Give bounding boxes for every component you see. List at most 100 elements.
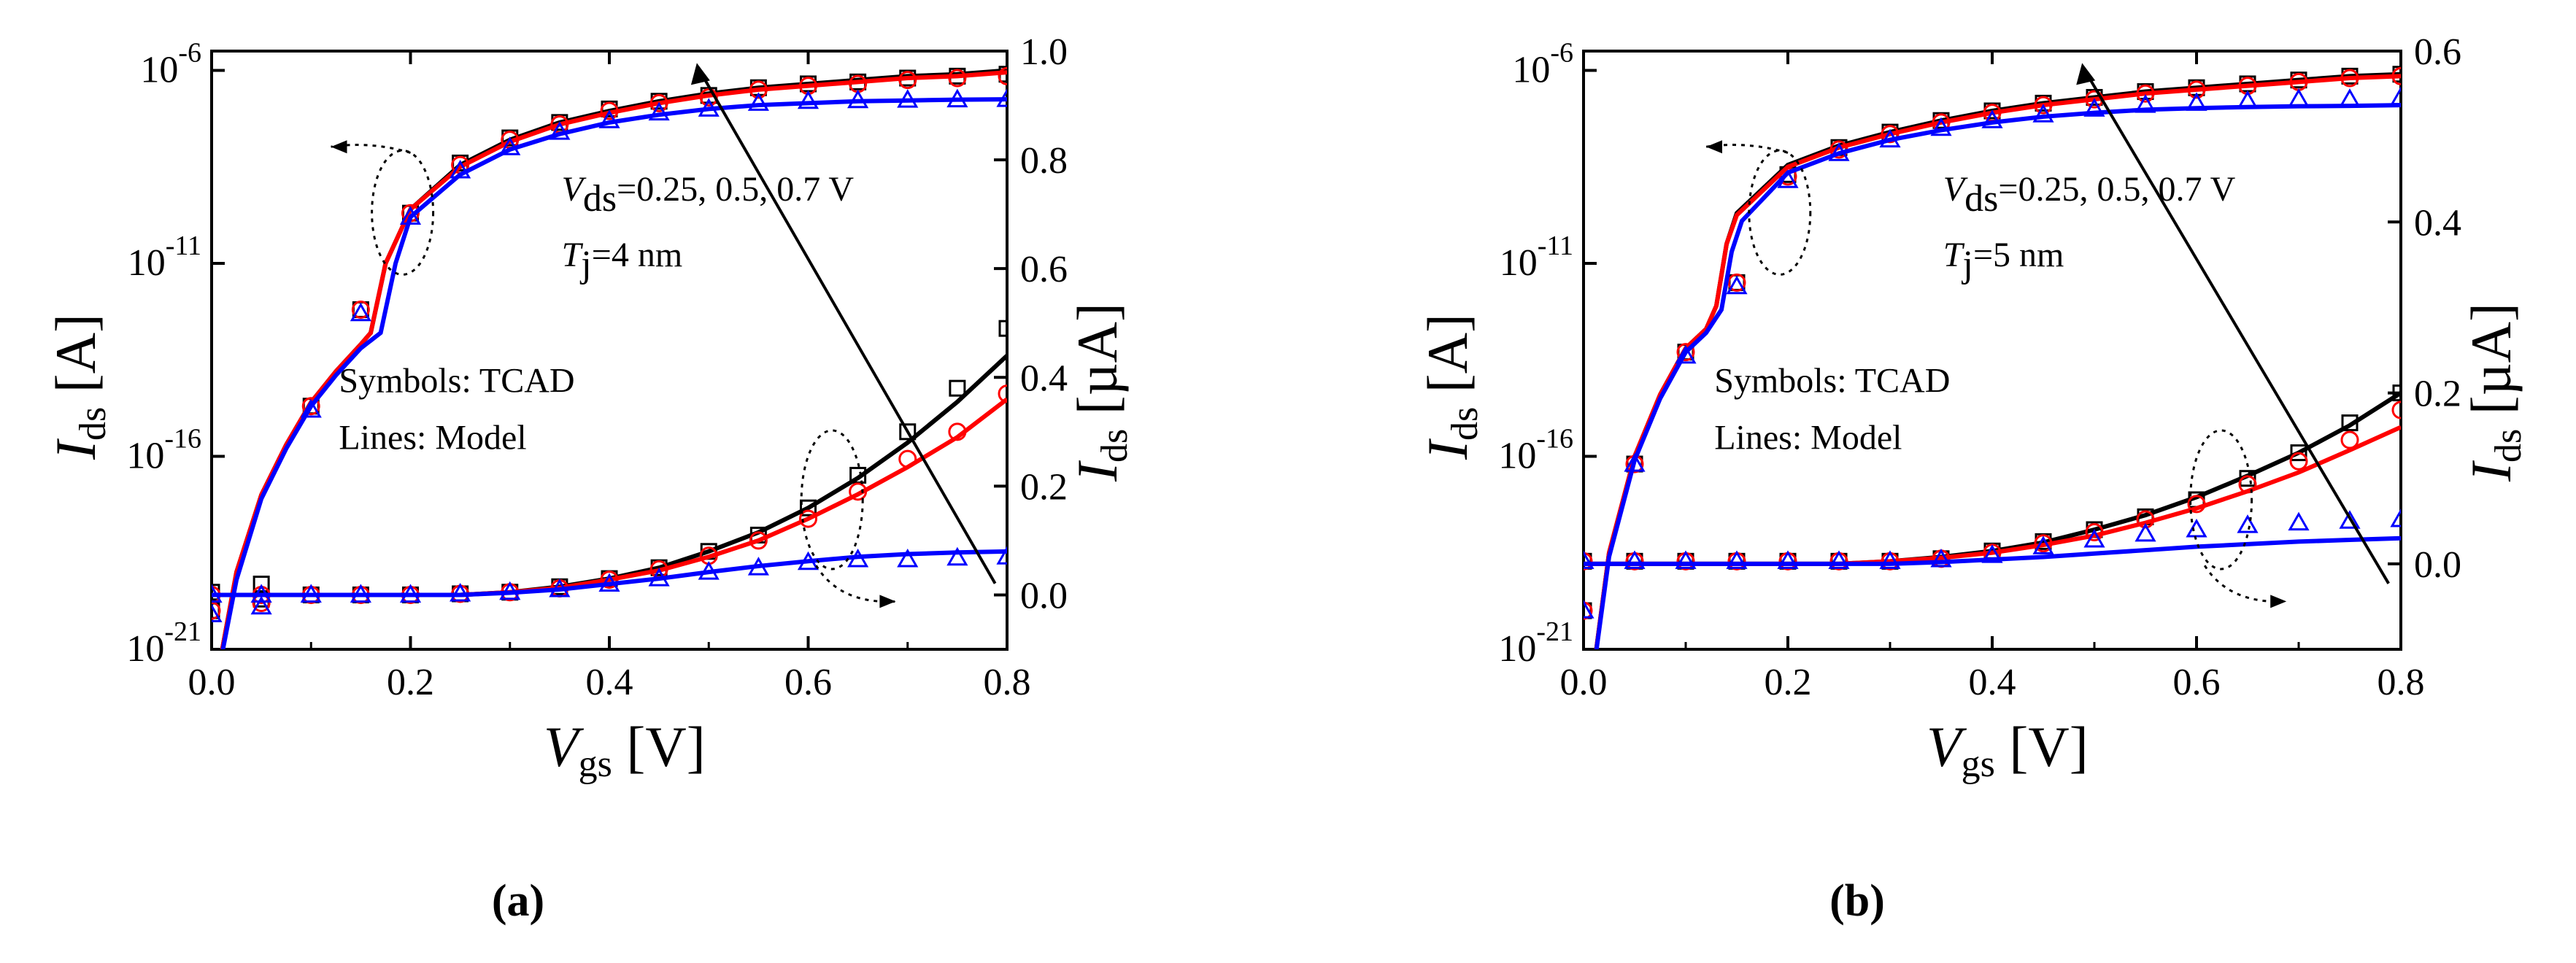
marker-triangle [1828, 142, 1850, 161]
y-right-tick-label: 0.4 [2414, 202, 2461, 244]
series-Vds-0-25-V [1584, 86, 2401, 649]
y-left-tick-label: 10-6 [140, 37, 201, 90]
marker-triangle [1930, 117, 1952, 136]
x-axis-label: Vgs [V] [544, 715, 706, 785]
annotation-tj-unit: =5 nm [1973, 236, 2064, 274]
series-Vds-0-25-V [212, 88, 1007, 649]
tick-base: 10 [128, 242, 166, 284]
marker-triangle [2237, 514, 2259, 533]
marker-circle [649, 93, 668, 112]
y-left-tick-label: 10-11 [1500, 231, 1573, 284]
annotation-vds-var: V [562, 170, 587, 209]
marker-square [2239, 470, 2256, 487]
y-right-tick-label: 0.6 [2414, 31, 2461, 73]
annotation-vds: Vds=0.25, 0.5, 0.7 V [562, 170, 855, 220]
log-group-ellipse [371, 149, 435, 276]
trend-arrow-line [2085, 72, 2390, 584]
marker-square [2341, 414, 2359, 432]
log-model-line [1594, 71, 2401, 649]
marker-triangle [499, 136, 521, 155]
marker-triangle [250, 584, 272, 603]
tick-exp: -11 [166, 231, 201, 261]
marker-triangle [1777, 169, 1799, 188]
y-right-axis-label-unit: [µA] [1065, 303, 1129, 429]
marker-triangle [1777, 550, 1799, 569]
marker-square [899, 423, 917, 441]
linear-model-line [1584, 425, 2401, 566]
x-axis-label: Vgs [V] [1927, 715, 2089, 785]
marker-triangle [250, 595, 272, 615]
marker-triangle [1584, 600, 1594, 619]
marker-triangle [2186, 92, 2207, 111]
marker-circle [2391, 401, 2401, 419]
annotation-vds: Vds=0.25, 0.5, 0.7 V [1943, 170, 2236, 220]
marker-triangle [2032, 104, 2054, 123]
marker-triangle [2339, 510, 2361, 529]
legend-lines: Lines: Model [339, 418, 526, 457]
y-left-tick-label: 10-16 [1498, 423, 1573, 476]
log-model-line [1594, 103, 2401, 649]
tick-base: 10 [126, 435, 164, 476]
marker-triangle [2288, 511, 2310, 531]
marker-circle [1676, 343, 1695, 362]
marker-triangle [996, 546, 1007, 565]
tick-base: 10 [1498, 435, 1536, 476]
x-axis-label-var: V [544, 715, 585, 778]
x-tick-label: 0.4 [1969, 662, 2016, 703]
plot-frame [210, 50, 1009, 651]
left-axis-arrow-head [331, 140, 347, 154]
marker-square [800, 499, 817, 517]
marker-triangle [499, 581, 521, 600]
linear-group-ellipse [800, 429, 864, 571]
marker-triangle [598, 573, 620, 592]
tick-base: 10 [126, 628, 164, 670]
log-model-line [220, 70, 1007, 649]
x-axis-label-unit: [V] [612, 715, 706, 778]
marker-circle [898, 71, 917, 90]
x-tick-label: 0.0 [188, 662, 236, 703]
marker-square [2290, 444, 2307, 462]
marker-triangle [1981, 109, 2003, 128]
annotation-vds-unit: =0.25, 0.5, 0.7 V [1998, 170, 2235, 209]
marker-triangle [350, 302, 371, 322]
x-tick-label: 0.2 [387, 662, 434, 703]
marker-triangle [212, 584, 223, 603]
x-tick-label: 0.4 [586, 662, 633, 703]
tick-base: 10 [140, 49, 178, 90]
right-axis-arrow-path [815, 565, 896, 603]
annotation-tj-sub: j [1962, 244, 1973, 285]
marker-triangle [648, 568, 670, 587]
tick-exp: -16 [1536, 423, 1573, 454]
marker-triangle [2083, 529, 2105, 548]
marker-triangle [350, 584, 371, 603]
series-Vds-0-5-V [1584, 66, 2401, 649]
marker-circle [849, 482, 868, 501]
marker-triangle [698, 561, 720, 580]
y-left-tick-label: 10-21 [1498, 616, 1573, 670]
annotation-vds-sub: ds [583, 178, 617, 220]
y-right-tick-label: 1.0 [1020, 31, 1068, 73]
marker-circle [600, 101, 619, 120]
log-model-line [220, 68, 1007, 649]
marker-circle [2034, 534, 2053, 553]
marker-triangle [1624, 550, 1646, 569]
right-axis-arrow-path [2203, 565, 2287, 603]
tick-exp: -21 [164, 616, 201, 647]
marker-circle [1584, 601, 1593, 620]
annotation-tj-var: T [562, 236, 584, 274]
marker-triangle [1726, 275, 1748, 295]
marker-square [252, 576, 270, 593]
right-axis-arrow-head [2270, 595, 2287, 608]
linear-group-ellipse [2189, 429, 2253, 571]
marker-circle [1584, 552, 1593, 571]
marker-square [2392, 384, 2401, 402]
marker-triangle [747, 557, 769, 576]
marker-triangle [2390, 86, 2401, 105]
linear-model-line [1584, 535, 2401, 566]
panel-caption: (b) [1829, 876, 1885, 926]
marker-circle [2187, 495, 2206, 514]
y-right-tick-label: 0.6 [1020, 249, 1068, 290]
tick-exp: -6 [1550, 37, 1573, 68]
plot-area [212, 66, 1007, 649]
